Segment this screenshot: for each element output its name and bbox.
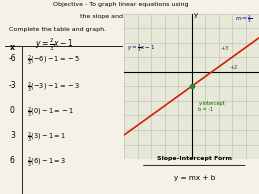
- Text: $m=\frac{2}{3}$: $m=\frac{2}{3}$: [235, 13, 252, 25]
- Text: Objective - To graph linear equations using: Objective - To graph linear equations us…: [53, 2, 188, 7]
- Text: $\frac{2}{3}(0)-1=-1$: $\frac{2}{3}(0)-1=-1$: [27, 106, 75, 120]
- Text: Complete the table and graph.: Complete the table and graph.: [9, 27, 106, 32]
- Text: y = mx + b: y = mx + b: [174, 175, 215, 181]
- Text: 3: 3: [10, 131, 15, 140]
- Text: Slope-Intercept Form: Slope-Intercept Form: [157, 156, 232, 161]
- Text: $\frac{2}{3}(6)-1=3$: $\frac{2}{3}(6)-1=3$: [27, 156, 67, 170]
- Text: $\frac{2}{3}(3)-1=1$: $\frac{2}{3}(3)-1=1$: [27, 131, 67, 145]
- Text: $\frac{2}{3}(-6)-1=-5$: $\frac{2}{3}(-6)-1=-5$: [27, 54, 80, 68]
- Text: y: y: [194, 12, 198, 18]
- Text: y-intercept
b = -1: y-intercept b = -1: [198, 101, 225, 112]
- Text: $y=\frac{2}{3}x-1$: $y=\frac{2}{3}x-1$: [127, 43, 155, 54]
- Text: -6: -6: [9, 54, 16, 63]
- Text: $y = \frac{2}{3}x - 1$: $y = \frac{2}{3}x - 1$: [35, 37, 73, 53]
- Text: 0: 0: [10, 106, 15, 115]
- Text: 6: 6: [10, 156, 15, 165]
- Text: $+3$: $+3$: [220, 44, 229, 52]
- Text: -3: -3: [9, 81, 16, 89]
- Text: x: x: [10, 43, 15, 52]
- Text: $\frac{2}{3}(-3)-1=-3$: $\frac{2}{3}(-3)-1=-3$: [27, 81, 80, 95]
- Text: the slope and y-intercept.: the slope and y-intercept.: [80, 14, 161, 19]
- Text: $+2$: $+2$: [229, 63, 239, 71]
